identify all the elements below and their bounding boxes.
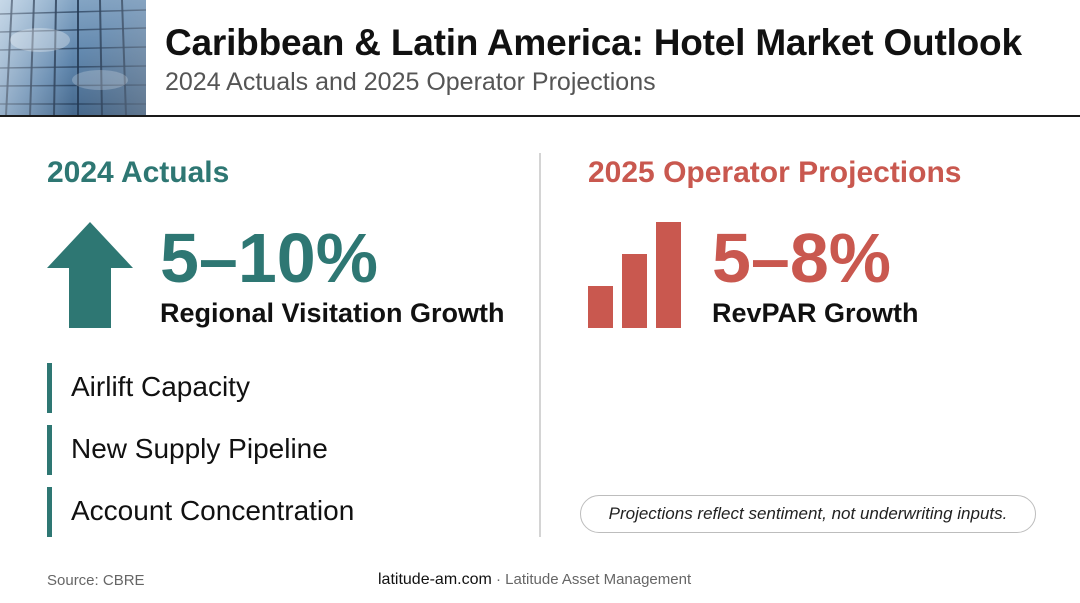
revpar-growth-label: RevPAR Growth — [712, 298, 919, 328]
page-subtitle: 2024 Actuals and 2025 Operator Projectio… — [165, 68, 656, 96]
source-text: Source: CBRE — [47, 572, 145, 589]
visitation-growth-label: Regional Visitation Growth — [160, 298, 505, 328]
footer-site-link[interactable]: latitude-am.com — [378, 571, 492, 588]
factor-accent-bar — [47, 487, 52, 537]
factor-label: New Supply Pipeline — [71, 433, 328, 464]
factor-item: Airlift Capacity — [47, 363, 507, 413]
factor-item: New Supply Pipeline — [47, 425, 507, 475]
factor-item: Account Concentration — [47, 487, 507, 537]
actuals-heading: 2024 Actuals — [47, 156, 230, 189]
footer-credit: latitude-am.com · Latitude Asset Managem… — [378, 571, 691, 589]
revpar-growth-value: 5–8% — [712, 219, 892, 297]
projection-note: Projections reflect sentiment, not under… — [580, 495, 1036, 533]
panel-divider — [539, 153, 541, 537]
footer-separator: · — [491, 571, 506, 588]
building-photo — [0, 0, 146, 115]
factor-label: Account Concentration — [71, 495, 355, 526]
projections-heading: 2025 Operator Projections — [588, 156, 962, 189]
factor-accent-bar — [47, 363, 52, 413]
visitation-growth-value: 5–10% — [160, 219, 378, 297]
up-arrow-icon — [47, 222, 133, 328]
glass-building-icon — [0, 0, 146, 115]
bar-chart-icon — [588, 222, 681, 328]
page-title: Caribbean & Latin America: Hotel Market … — [165, 22, 1022, 63]
footer-company: Latitude Asset Management — [505, 571, 692, 588]
header: Caribbean & Latin America: Hotel Market … — [0, 0, 1080, 117]
factor-label: Airlift Capacity — [71, 371, 250, 402]
factor-accent-bar — [47, 425, 52, 475]
